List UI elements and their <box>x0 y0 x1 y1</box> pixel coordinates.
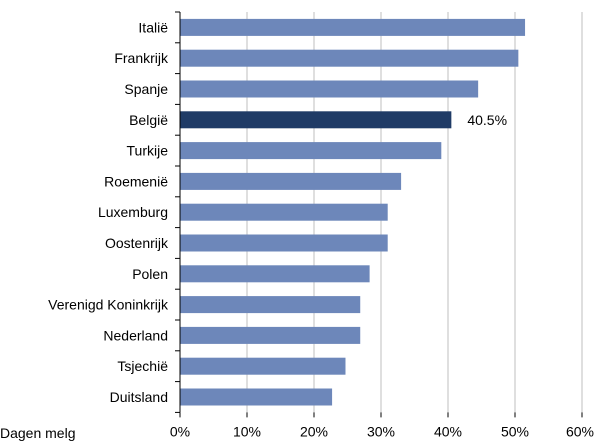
category-label: Nederland <box>103 327 168 343</box>
category-label: Luxemburg <box>98 204 168 220</box>
x-tick-labels: 0% 10% 20% 30% 40% 50% 60% <box>170 423 594 439</box>
x-tick-label: 30% <box>367 423 395 439</box>
x-tick-label: 20% <box>300 423 328 439</box>
bar-nederland <box>180 326 361 344</box>
footnote: Dagen melg <box>0 425 76 441</box>
bars <box>180 18 526 406</box>
x-tick-label: 40% <box>434 423 462 439</box>
category-label: Oostenrijk <box>105 235 169 251</box>
bar-spanje <box>180 80 479 98</box>
bar-turkije <box>180 142 442 160</box>
category-label: België <box>129 112 168 128</box>
data-label: 40.5% <box>467 112 507 128</box>
bar-duitsland <box>180 388 333 406</box>
bar-tsjechië <box>180 357 346 375</box>
x-tick-label: 10% <box>233 423 261 439</box>
category-label: Italië <box>138 19 168 35</box>
category-label: Frankrijk <box>114 50 169 66</box>
bar-polen <box>180 265 370 283</box>
bar-frankrijk <box>180 49 519 67</box>
bar-italië <box>180 18 526 36</box>
bar-oostenrijk <box>180 234 388 252</box>
bar-verenigd-koninkrijk <box>180 296 361 314</box>
bar-luxemburg <box>180 203 388 221</box>
category-label: Verenigd Koninkrijk <box>48 297 169 313</box>
category-label: Tsjechië <box>117 358 168 374</box>
bar-roemenië <box>180 172 402 190</box>
bar-belgië <box>180 111 452 129</box>
x-tick-label: 0% <box>170 423 190 439</box>
category-label: Duitsland <box>110 389 168 405</box>
category-label: Spanje <box>124 81 168 97</box>
x-tick-label: 50% <box>501 423 529 439</box>
axes <box>175 11 583 418</box>
category-label: Turkije <box>127 143 169 159</box>
category-label: Roemenië <box>104 173 168 189</box>
x-tick-label: 60% <box>566 423 594 439</box>
data-labels: 40.5% <box>467 112 507 128</box>
category-labels: Italië Frankrijk Spanje België Turkije Roemen… <box>48 19 169 405</box>
category-label: Polen <box>132 266 168 282</box>
